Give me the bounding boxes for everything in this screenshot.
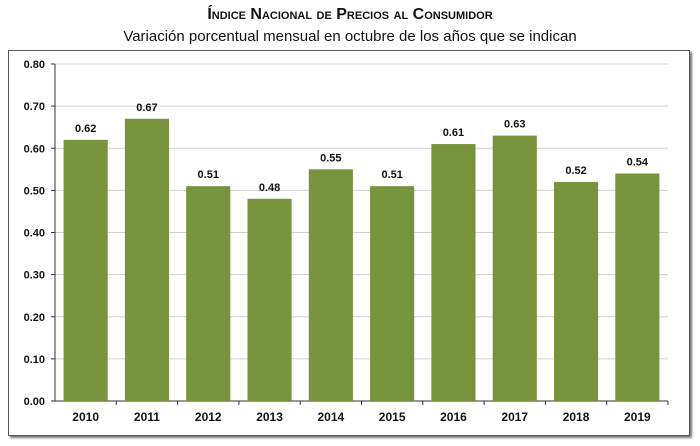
- data-label: 0.54: [627, 157, 649, 169]
- data-label: 0.61: [443, 127, 464, 139]
- x-tick-label: 2013: [256, 410, 283, 424]
- bar-2019: [615, 173, 660, 401]
- y-tick-label: 0.70: [24, 101, 45, 113]
- bar-2011: [124, 118, 170, 401]
- bar-2012: [186, 186, 231, 401]
- x-tick-label: 2016: [440, 410, 467, 424]
- y-tick-label: 0.00: [24, 396, 45, 408]
- x-tick-label: 2018: [563, 410, 590, 424]
- y-tick-label: 0.40: [24, 228, 45, 240]
- x-tick-label: 2017: [501, 410, 528, 424]
- bar-2017: [492, 135, 537, 402]
- data-label: 0.55: [320, 152, 341, 164]
- y-tick-label: 0.50: [24, 185, 45, 197]
- y-tick-label: 0.10: [24, 354, 45, 366]
- chart-title: Índice Nacional de Precios al Consumidor: [207, 6, 493, 23]
- x-tick-label: 2012: [195, 410, 222, 424]
- data-label: 0.51: [198, 169, 219, 181]
- x-tick-label: 2019: [624, 410, 651, 424]
- x-tick-label: 2015: [379, 410, 406, 424]
- bar-2016: [431, 144, 476, 401]
- x-tick-label: 2014: [317, 410, 344, 424]
- data-label: 0.51: [381, 169, 402, 181]
- y-tick-label: 0.30: [24, 270, 45, 282]
- bar-2018: [553, 181, 599, 401]
- bar-2010: [63, 139, 108, 401]
- chart-subtitle: Variación porcentual mensual en octubre …: [123, 28, 577, 45]
- x-tick-label: 2010: [72, 410, 99, 424]
- data-label: 0.52: [565, 165, 586, 177]
- data-label: 0.62: [75, 123, 96, 135]
- data-label: 0.48: [259, 182, 280, 194]
- bar-2014: [308, 169, 353, 401]
- y-tick-label: 0.80: [24, 59, 45, 71]
- data-label: 0.63: [504, 119, 525, 131]
- x-tick-label: 2011: [134, 410, 160, 424]
- y-tick-label: 0.20: [24, 312, 45, 324]
- y-tick-label: 0.60: [24, 143, 45, 155]
- data-label: 0.67: [136, 102, 157, 114]
- bar-2013: [247, 198, 292, 401]
- bar-2015: [370, 186, 415, 401]
